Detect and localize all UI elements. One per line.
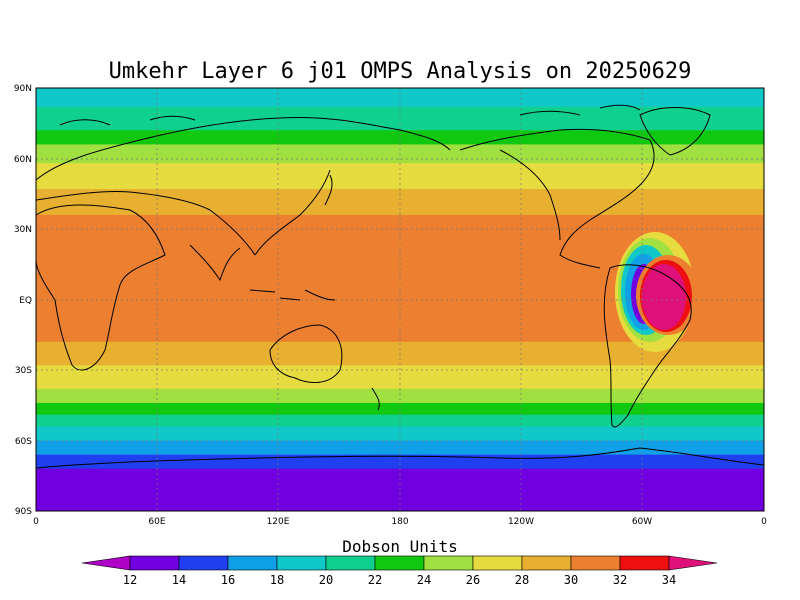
colorbar-level-label: 16 xyxy=(221,573,235,587)
colorbar-segment xyxy=(325,555,376,571)
y-tick-60s: 60S xyxy=(15,437,32,447)
anomaly-south-america xyxy=(615,232,700,352)
colorbar-segment xyxy=(521,555,572,571)
tropical-high-band xyxy=(178,237,714,287)
colorbar-level-label: 20 xyxy=(319,573,333,587)
colorbar-high-arrow xyxy=(668,555,718,571)
x-tick-60e: 60E xyxy=(148,517,165,527)
y-tick-eq: EQ xyxy=(19,296,32,306)
colorbar-segment xyxy=(619,555,670,571)
y-tick-90n: 90N xyxy=(14,84,32,94)
field-band xyxy=(36,414,764,427)
colorbar-level-label: 26 xyxy=(466,573,480,587)
x-tick-180: 180 xyxy=(391,517,408,527)
y-tick-60n: 60N xyxy=(14,155,32,165)
colorbar-segment xyxy=(178,555,229,571)
colorbar-segment xyxy=(227,555,278,571)
map-title: Umkehr Layer 6 j01 OMPS Analysis on 2025… xyxy=(109,59,692,84)
field-band xyxy=(36,468,764,512)
colorbar-level-label: 32 xyxy=(613,573,627,587)
field-band xyxy=(36,88,764,108)
colorbar-low-arrow xyxy=(81,555,131,571)
x-tick-0-left: 0 xyxy=(33,517,39,527)
colorbar-level-label: 28 xyxy=(515,573,529,587)
colorbar-level-label: 30 xyxy=(564,573,578,587)
x-tick-120w: 120W xyxy=(508,517,534,527)
y-tick-30n: 30N xyxy=(14,225,32,235)
colorbar-level-label: 14 xyxy=(172,573,186,587)
colorbar-level-label: 18 xyxy=(270,573,284,587)
colorbar-segment xyxy=(423,555,474,571)
field-band xyxy=(36,440,764,456)
map-frame xyxy=(35,87,765,512)
graticule xyxy=(36,88,764,511)
colorbar-segment xyxy=(276,555,327,571)
colorbar-segment xyxy=(472,555,523,571)
colorbar-level-label: 34 xyxy=(662,573,676,587)
x-tick-120e: 120E xyxy=(267,517,290,527)
colorbar-segment xyxy=(374,555,425,571)
colorbar-level-label: 12 xyxy=(123,573,137,587)
x-tick-0-right: 0 xyxy=(761,517,767,527)
colorbar-level-label: 24 xyxy=(417,573,431,587)
field-band xyxy=(36,388,764,404)
field-band xyxy=(36,163,764,190)
colorbar-segment xyxy=(129,555,180,571)
tropical-high-band-west xyxy=(180,272,355,313)
coastlines xyxy=(35,104,765,469)
x-axis-ticks: 0 60E 120E 180 120W 60W 0 xyxy=(33,517,767,527)
y-axis-ticks: 90N 60N 30N EQ 30S 60S 90S xyxy=(14,84,32,517)
colorbar-segment xyxy=(570,555,621,571)
map-area xyxy=(35,87,765,512)
field-band xyxy=(36,130,764,145)
field-band xyxy=(36,454,764,470)
x-tick-60w: 60W xyxy=(632,517,652,527)
colorbar-level-label: 22 xyxy=(368,573,382,587)
y-tick-90s: 90S xyxy=(15,507,32,517)
y-tick-30s: 30S xyxy=(15,366,32,376)
colorbar-title: Dobson Units xyxy=(342,537,458,556)
colorbar: 12 14 16 18 20 22 24 26 28 30 32 34 xyxy=(81,555,718,587)
